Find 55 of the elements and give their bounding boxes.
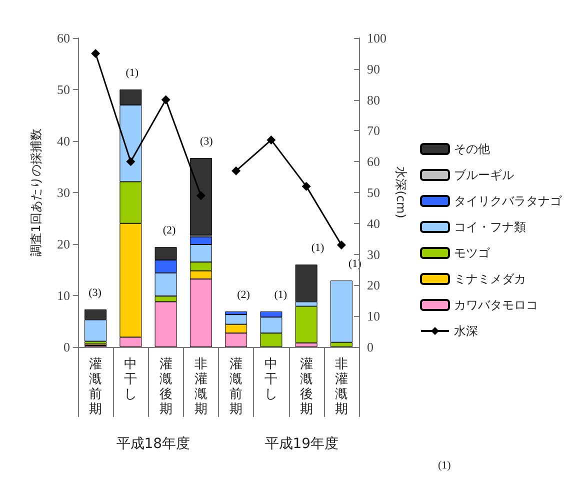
x-tick-label: 灌漑後期 [159,357,172,417]
point [161,95,170,104]
y2-tick-label: 90 [367,61,380,76]
legend-label: カワバタモロコ [454,298,538,312]
annotation: (1) [274,288,288,301]
y-axis-title: 調査1回あたりの採捕数 [29,128,43,256]
x-tick-label: 非灌漑期 [194,357,208,417]
x-tick-label: 中干し [124,357,138,402]
x-tick-label: 灌漑後期 [300,357,313,417]
x-tick-label: 灌漑前期 [89,357,102,417]
point [196,191,206,200]
y2-tick-label: 30 [367,246,380,262]
y2-tick-label: 10 [367,308,380,324]
point [266,135,276,144]
y-tick-label: 40 [57,134,70,148]
x-tick-label: 中干し [264,357,278,402]
y2-tick-label: 60 [367,154,380,170]
y-tick-label: 0 [64,340,70,354]
y2-tick-label: 0 [367,340,374,354]
point [91,48,100,58]
x-tick-label: 非灌漑期 [334,357,348,417]
y-tick-label: 30 [57,185,70,200]
point [336,240,346,250]
y-tick-label: 10 [57,288,70,303]
legend-label: ブルーギル [454,168,514,182]
y-tick-label: 50 [57,82,70,97]
text: 平成19年度 [264,436,339,452]
annotation: (1) [311,242,324,254]
y2-tick-label: 50 [367,185,380,200]
x-tick-label: 灌漑前期 [230,357,243,417]
text: (1) [438,460,452,472]
y2-tick-label: 20 [367,278,380,293]
y2-tick-label: 70 [367,123,380,138]
annotation: (2) [162,224,176,237]
y2-tick-label: 40 [367,216,380,231]
bar [295,306,318,343]
y2-tick-label: 80 [367,92,380,108]
legend-label: その他 [454,142,490,156]
y2-axis-title: 水深(cm) [394,166,408,218]
legend-label: 水深 [454,324,478,338]
point [232,166,241,176]
point [126,157,136,166]
text: 平成18年度 [116,436,190,452]
annotation: (3) [200,135,214,148]
y-tick-label: 20 [57,236,70,252]
legend-label: モツゴ [454,246,491,260]
y-tick-label: 60 [57,30,70,46]
point [302,182,311,191]
annotation: (1) [126,67,139,79]
legend-label: ミナミメダカ [454,272,526,286]
annotation: (3) [88,286,102,299]
annotation: (2) [237,288,250,301]
legend-label: コイ・フナ類 [454,220,526,234]
y2-tick-label: 100 [367,30,386,46]
legend-label: タイリクバラタナゴ [454,194,563,208]
